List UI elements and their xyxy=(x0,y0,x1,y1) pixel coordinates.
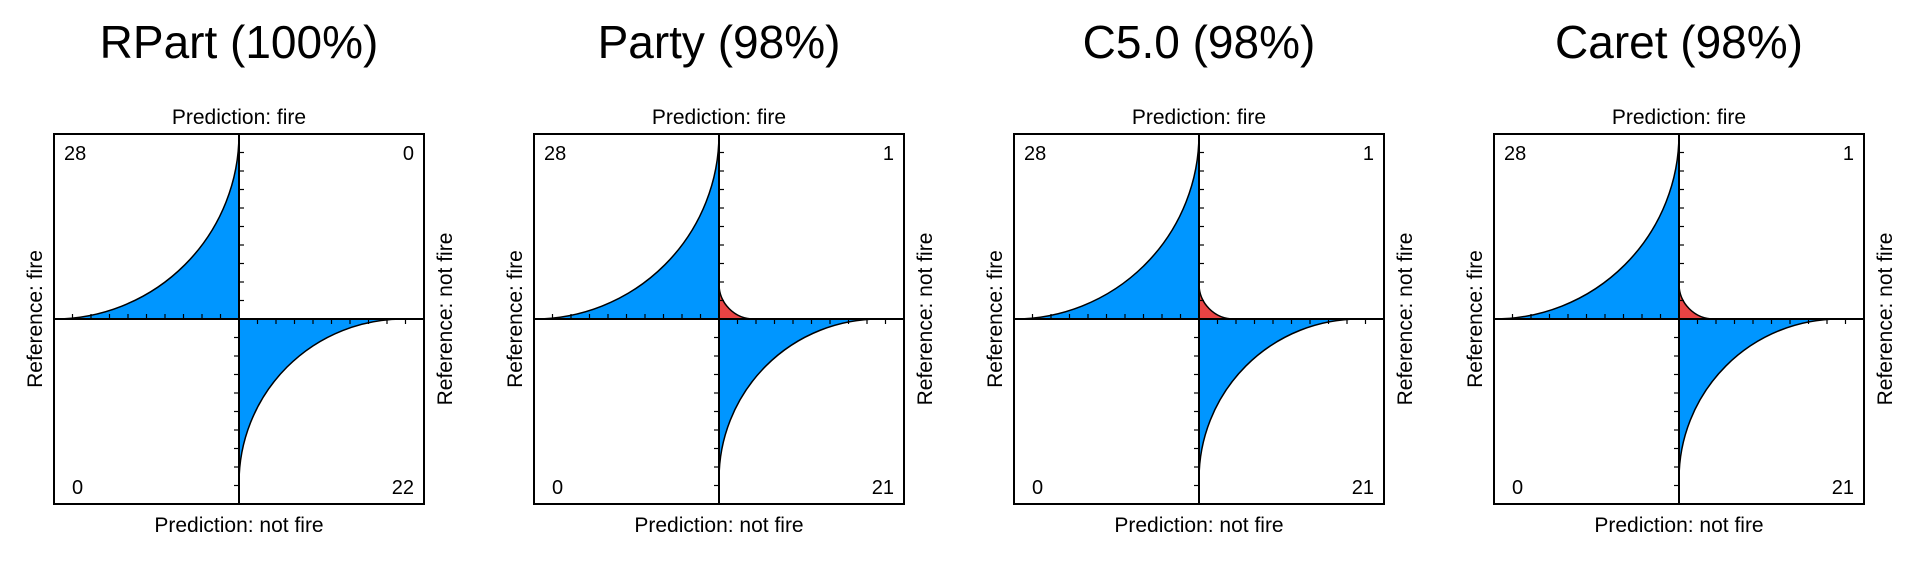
panel-3-bottom-label: Prediction: not fire xyxy=(1114,514,1283,537)
panel-1-left-label: Reference: fire xyxy=(24,250,47,388)
panel-4-count-top-right: 1 xyxy=(1843,143,1854,165)
panel-4-count-bottom-right: 21 xyxy=(1832,477,1854,499)
panel-1-count-bottom-left: 0 xyxy=(72,477,83,499)
panel-4-count-bottom-left: 0 xyxy=(1512,477,1523,499)
panel-2-bottom-label: Prediction: not fire xyxy=(634,514,803,537)
panel-3-wedge-br xyxy=(1198,318,1360,480)
panel-4-right-label: Reference: not fire xyxy=(1874,233,1897,406)
panel-3-wedge-tl xyxy=(1013,133,1200,320)
panel-4-bottom-label: Prediction: not fire xyxy=(1594,514,1763,537)
panel-1-right-label: Reference: not fire xyxy=(434,233,457,406)
panel-2-left-label: Reference: fire xyxy=(504,250,527,388)
panel-3-count-bottom-right: 21 xyxy=(1352,477,1374,499)
panel-4-wedge-br xyxy=(1678,318,1840,480)
panel-3-count-top-left: 28 xyxy=(1024,143,1046,165)
panel-2-wedge-tr xyxy=(718,284,754,320)
panel-3-right-label: Reference: not fire xyxy=(1394,233,1417,406)
panel-4-top-label: Prediction: fire xyxy=(1612,106,1746,129)
panel-1-count-top-left: 28 xyxy=(64,143,86,165)
panel-1-count-bottom-right: 22 xyxy=(392,477,414,499)
panel-2-count-bottom-left: 0 xyxy=(552,477,563,499)
panel-2-count-top-left: 28 xyxy=(544,143,566,165)
panel-4-wedge-tl xyxy=(1493,133,1680,320)
panel-1-wedge-tl xyxy=(53,133,240,320)
panel-1-top-label: Prediction: fire xyxy=(172,106,306,129)
panel-1-title: RPart (100%) xyxy=(100,16,379,68)
panel-3-wedge-tr xyxy=(1198,284,1234,320)
panel-3-title: C5.0 (98%) xyxy=(1083,16,1316,68)
panel-4-left-label: Reference: fire xyxy=(1464,250,1487,388)
panel-3-count-bottom-left: 0 xyxy=(1032,477,1043,499)
panel-2-count-top-right: 1 xyxy=(883,143,894,165)
panel-2-count-bottom-right: 21 xyxy=(872,477,894,499)
panel-3-top-label: Prediction: fire xyxy=(1132,106,1266,129)
panel-2-right-label: Reference: not fire xyxy=(914,233,937,406)
panel-2-wedge-br xyxy=(718,318,880,480)
panel-1-wedge-br xyxy=(238,318,403,483)
panel-4-title: Caret (98%) xyxy=(1555,16,1803,68)
panel-4-wedge-tr xyxy=(1678,284,1714,320)
panel-1-count-top-right: 0 xyxy=(403,143,414,165)
panel-3-left-label: Reference: fire xyxy=(984,250,1007,388)
panel-4-count-top-left: 28 xyxy=(1504,143,1526,165)
panel-3-count-top-right: 1 xyxy=(1363,143,1374,165)
panel-2-wedge-tl xyxy=(533,133,720,320)
panel-1-bottom-label: Prediction: not fire xyxy=(154,514,323,537)
panel-2-top-label: Prediction: fire xyxy=(652,106,786,129)
panel-2-title: Party (98%) xyxy=(598,16,841,68)
